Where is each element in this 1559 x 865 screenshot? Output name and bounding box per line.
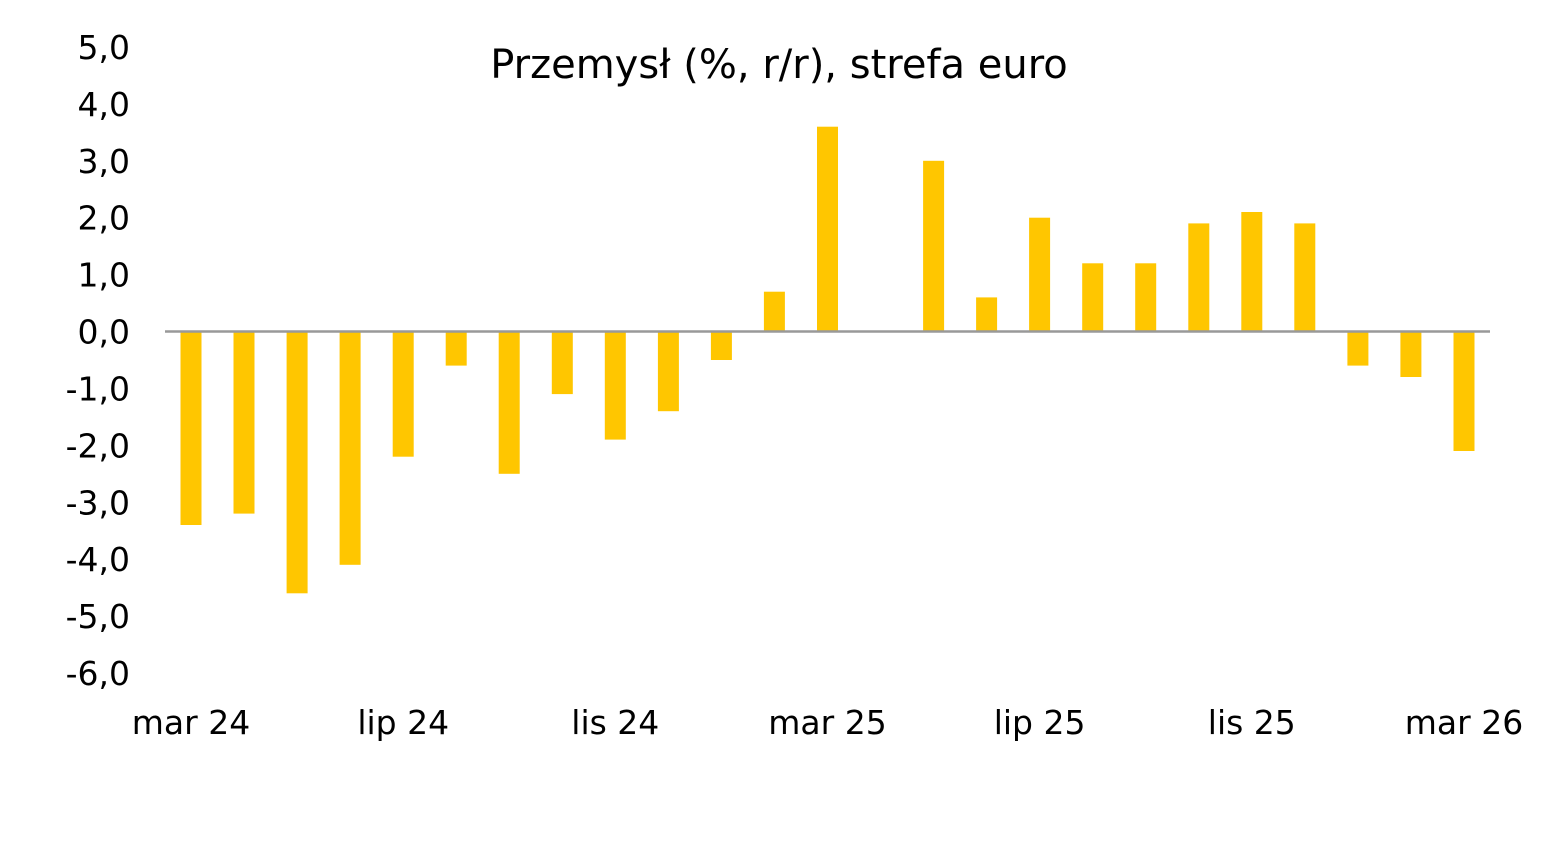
- y-tick-label: -1,0: [66, 369, 130, 408]
- bar: [1029, 217, 1051, 332]
- y-tick-label: -5,0: [66, 597, 130, 636]
- y-tick-label: -6,0: [66, 654, 130, 693]
- bar: [551, 331, 573, 395]
- bar: [1241, 212, 1263, 332]
- x-tick-label: lip 25: [994, 703, 1086, 742]
- bar: [1294, 223, 1316, 332]
- bar: [710, 331, 732, 360]
- bar: [180, 331, 202, 525]
- bar: [923, 160, 945, 332]
- y-tick-label: 2,0: [78, 199, 130, 238]
- bar: [1400, 331, 1422, 377]
- y-tick-label: 5,0: [78, 28, 130, 67]
- bar: [286, 331, 308, 594]
- x-tick-label: mar 26: [1405, 703, 1523, 742]
- x-tick-label: lis 25: [1208, 703, 1296, 742]
- y-tick-label: 0,0: [78, 313, 130, 352]
- y-tick-label: -4,0: [66, 540, 130, 579]
- bar: [1082, 263, 1104, 332]
- chart-title: Przemysł (%, r/r), strefa euro: [490, 42, 1067, 88]
- bar: [233, 331, 255, 514]
- bars: [180, 126, 1475, 594]
- y-tick-label: 3,0: [78, 142, 130, 181]
- bar: [604, 331, 626, 440]
- y-tick-label: 1,0: [78, 256, 130, 295]
- bar: [498, 331, 520, 474]
- bar: [445, 331, 467, 366]
- x-tick-label: lis 24: [571, 703, 659, 742]
- bar: [817, 126, 838, 332]
- bar: [1135, 263, 1157, 332]
- y-tick-label: -3,0: [66, 483, 130, 522]
- x-tick-label: lip 24: [357, 703, 449, 742]
- bar: [1453, 331, 1475, 451]
- bar: [392, 331, 414, 457]
- bar: [657, 331, 679, 412]
- bar: [1347, 331, 1369, 366]
- bar: [339, 331, 361, 565]
- x-tick-label: mar 25: [768, 703, 886, 742]
- x-tick-label: mar 24: [132, 703, 250, 742]
- bar: [763, 291, 785, 332]
- bar: [976, 297, 998, 332]
- y-tick-label: 4,0: [78, 85, 130, 124]
- bar: [1188, 223, 1210, 332]
- x-axis-ticks: mar 24 lip 24 lis 24 mar 25 lip 25 lis 25 mar …: [132, 703, 1523, 742]
- y-axis-ticks: -6,0 -5,0 -4,0 -3,0 -2,0 -1,0 0,0 1,0 2,0 3,0 4,0 5…: [66, 28, 130, 693]
- y-tick-label: -2,0: [66, 426, 130, 465]
